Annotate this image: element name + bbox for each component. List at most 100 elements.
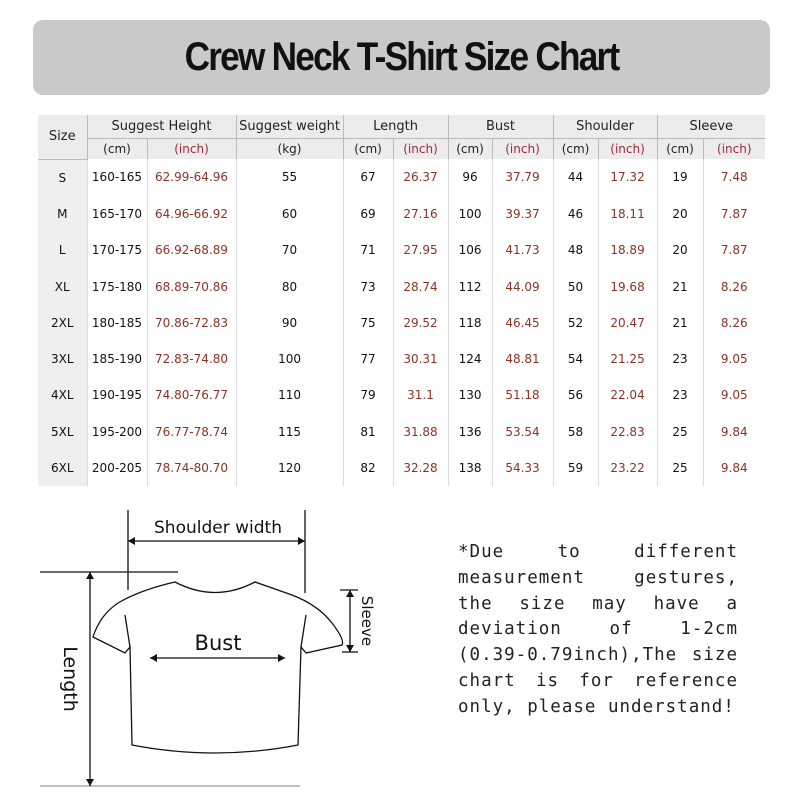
table-cell: 68.89-70.86 [146, 268, 237, 305]
table-cell: 19.68 [597, 268, 658, 305]
table-row: 3XL 185-190 72.83-74.80 100 77 30.31 124 48.81 5… [38, 340, 766, 378]
table-cell: 44.09 [491, 268, 554, 305]
size-cell: 5XL [38, 413, 87, 450]
table-cell: 200-205 [86, 449, 147, 487]
table-cell: 73 [342, 268, 394, 305]
table-row: 6XL 200-205 78.74-80.70 120 82 32.28 138 54.33 5… [38, 449, 766, 487]
table-cell: 74.80-76.77 [146, 377, 237, 414]
table-cell: 195-200 [86, 413, 147, 450]
tshirt-outline [92, 581, 344, 754]
table-row: M 165-170 64.96-66.92 60 69 27.16 100 39.37 46 18… [38, 195, 766, 233]
table-cell: 136 [447, 413, 493, 450]
unit-header: (cm) [342, 138, 394, 159]
unit-header: (cm) [656, 138, 704, 159]
table-cell: 62.99-64.96 [146, 159, 237, 196]
table-cell: 82 [342, 449, 394, 487]
table-cell: 110 [235, 377, 344, 414]
table-cell: 55 [235, 159, 344, 196]
table-cell: 112 [447, 268, 493, 305]
bust-label: Bust [195, 631, 242, 655]
table-cell: 31.88 [392, 413, 449, 450]
table-cell: 81 [342, 413, 394, 450]
unit-header: (inch) [702, 138, 766, 159]
table-cell: 67 [342, 159, 394, 196]
group-header: Sleeve [656, 115, 766, 139]
table-cell: 118 [447, 304, 493, 341]
table-cell: 160-165 [86, 159, 147, 196]
table-cell: 44 [552, 159, 599, 196]
unit-header: (cm) [86, 138, 147, 159]
table-cell: 37.79 [491, 159, 554, 196]
table-cell: 8.26 [702, 268, 766, 305]
group-header: Suggest weight [235, 115, 344, 139]
group-header: Length [342, 115, 449, 139]
table-header: Size Suggest Height Suggest weight Length Bu… [38, 115, 766, 160]
unit-header: (inch) [146, 138, 237, 159]
table-cell: 170-175 [86, 232, 147, 269]
table-cell: 48 [552, 232, 599, 269]
table-cell: 18.89 [597, 232, 658, 269]
table-cell: 60 [235, 195, 344, 233]
table-cell: 41.73 [491, 232, 554, 269]
length-label: Length [59, 646, 81, 712]
table-row: S 160-165 62.99-64.96 55 67 26.37 96 37.79 44 17.… [38, 159, 766, 196]
table-cell: 20 [656, 232, 704, 269]
table-cell: 100 [447, 195, 493, 233]
disclaimer-note: *Due to different measurement gestures, … [458, 542, 738, 717]
table-cell: 25 [656, 413, 704, 450]
table-cell: 23 [656, 377, 704, 414]
table-cell: 7.87 [702, 195, 766, 233]
table-cell: 120 [235, 449, 344, 487]
table-cell: 79 [342, 377, 394, 414]
table-cell: 7.87 [702, 232, 766, 269]
table-cell: 27.16 [392, 195, 449, 233]
table-cell: 75 [342, 304, 394, 341]
table-cell: 138 [447, 449, 493, 487]
table-cell: 115 [235, 413, 344, 450]
sleeve-label: Sleeve [358, 596, 376, 646]
table-cell: 190-195 [86, 377, 147, 414]
table-cell: 46.45 [491, 304, 554, 341]
table-cell: 80 [235, 268, 344, 305]
table-cell: 26.37 [392, 159, 449, 196]
table-cell: 8.26 [702, 304, 766, 341]
unit-header: (kg) [235, 138, 344, 159]
table-cell: 78.74-80.70 [146, 449, 237, 487]
size-cell: S [38, 159, 87, 196]
size-cell: 3XL [38, 340, 87, 378]
table-row: L 170-175 66.92-68.89 70 71 27.95 106 41.73 48 18… [38, 232, 766, 269]
table-cell: 124 [447, 340, 493, 378]
table-cell: 56 [552, 377, 599, 414]
size-cell: L [38, 232, 87, 269]
table-cell: 71 [342, 232, 394, 269]
table-cell: 21.25 [597, 340, 658, 378]
table-cell: 51.18 [491, 377, 554, 414]
size-chart-table: Size Suggest Height Suggest weight Length Bu… [38, 115, 766, 487]
table-cell: 32.28 [392, 449, 449, 487]
table-cell: 30.31 [392, 340, 449, 378]
table-cell: 39.37 [491, 195, 554, 233]
table-row: 5XL 195-200 76.77-78.74 115 81 31.88 136 53.54 5… [38, 413, 766, 450]
table-cell: 77 [342, 340, 394, 378]
table-cell: 29.52 [392, 304, 449, 341]
page-title: Crew Neck T-Shirt Size Chart [184, 35, 621, 79]
table-cell: 50 [552, 268, 599, 305]
table-cell: 23 [656, 340, 704, 378]
size-cell: XL [38, 268, 87, 305]
table-cell: 90 [235, 304, 344, 341]
table-cell: 7.48 [702, 159, 766, 196]
table-cell: 70.86-72.83 [146, 304, 237, 341]
table-cell: 27.95 [392, 232, 449, 269]
table-cell: 96 [447, 159, 493, 196]
table-cell: 22.04 [597, 377, 658, 414]
table-row: XL 175-180 68.89-70.86 80 73 28.74 112 44.09 50 1… [38, 268, 766, 305]
table-cell: 31.1 [392, 377, 449, 414]
table-cell: 9.05 [702, 377, 766, 414]
table-cell: 20.47 [597, 304, 658, 341]
table-cell: 9.84 [702, 413, 766, 450]
table-cell: 18.11 [597, 195, 658, 233]
table-cell: 70 [235, 232, 344, 269]
unit-header: (cm) [552, 138, 599, 159]
size-cell: M [38, 195, 87, 233]
table-cell: 66.92-68.89 [146, 232, 237, 269]
